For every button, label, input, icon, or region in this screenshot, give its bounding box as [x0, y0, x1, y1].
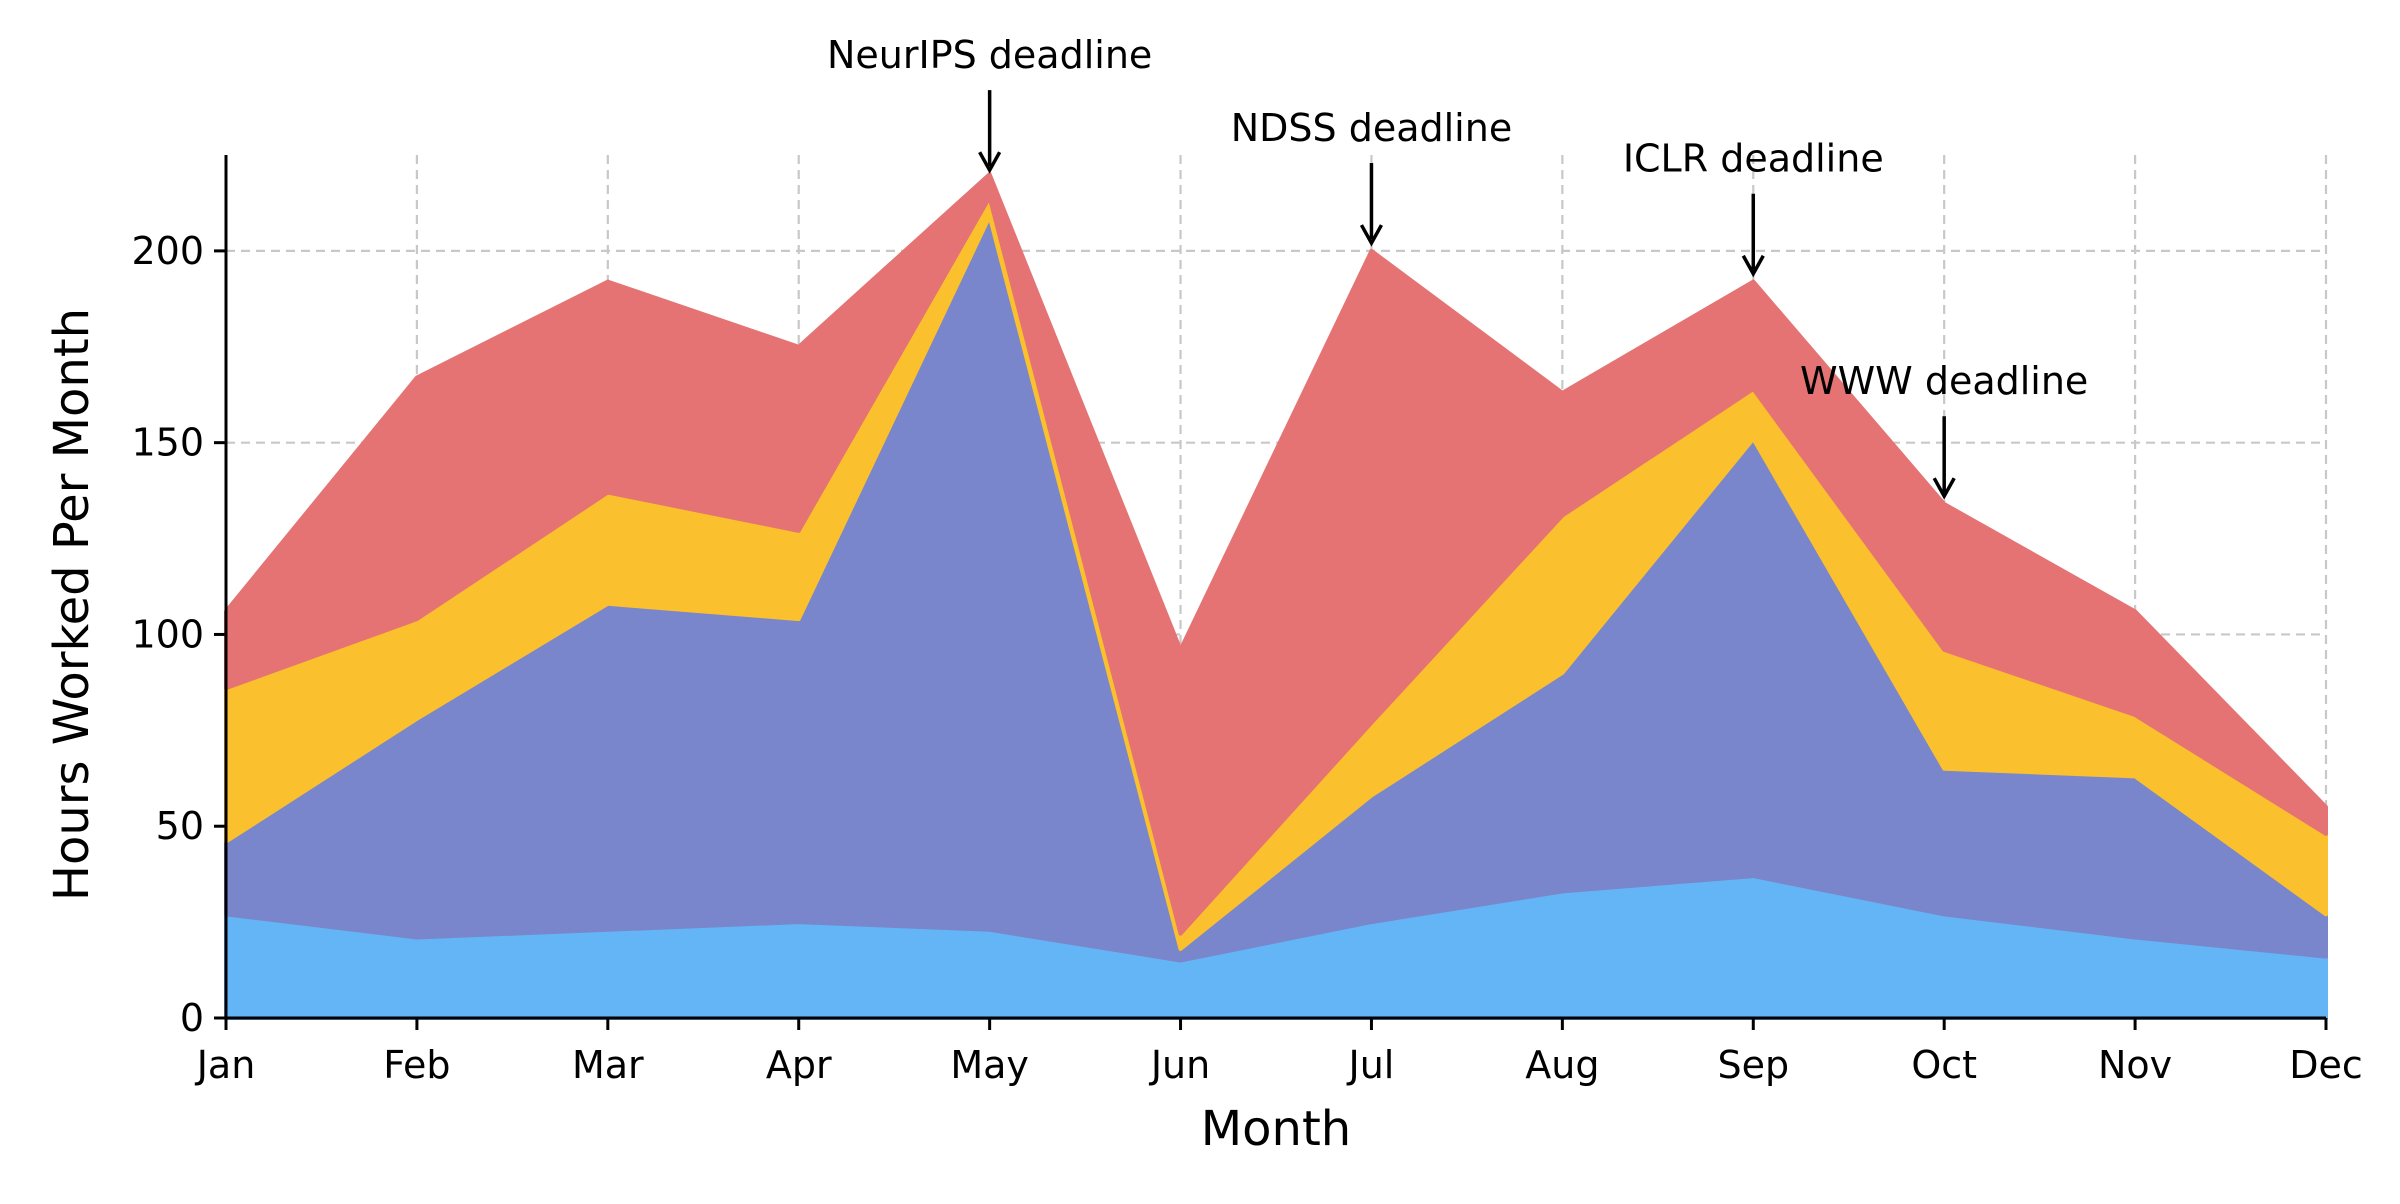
x-tick-label: Feb [383, 1043, 450, 1087]
x-tick-label: Aug [1525, 1043, 1599, 1087]
y-tick-label: 50 [156, 804, 204, 848]
area-series-4 [224, 172, 2328, 936]
annotation-arrowhead [978, 151, 1002, 174]
annotations: NeurIPS deadline NDSS deadline ICLR deadli… [827, 33, 2088, 500]
x-tick-label: Jul [1347, 1043, 1395, 1087]
y-tick-label: 0 [180, 996, 204, 1040]
y-tick-label: 200 [131, 229, 204, 273]
annotation-label: NeurIPS deadline [827, 33, 1152, 77]
annotation-arrowhead [1359, 224, 1383, 247]
x-tick-label: Sep [1717, 1043, 1789, 1087]
annotation-arrowhead [1932, 477, 1956, 500]
x-tick-label: Oct [1911, 1043, 1977, 1087]
x-tick-label: Mar [572, 1043, 644, 1087]
x-tick-label: May [950, 1043, 1029, 1087]
x-axis-title: Month [1201, 1101, 1351, 1157]
annotation-label: WWW deadline [1800, 359, 2088, 403]
y-tick-label: 150 [131, 421, 204, 465]
x-tick-label: Dec [2289, 1043, 2363, 1087]
annotation-label: NDSS deadline [1231, 106, 1513, 150]
area-series [224, 172, 2328, 1020]
annotation-label: ICLR deadline [1623, 137, 1884, 181]
x-tick-label: Jan [195, 1043, 256, 1087]
x-tick-label: Nov [2098, 1043, 2172, 1087]
x-tick-label: Jun [1149, 1043, 1210, 1087]
y-axis-title: Hours Worked Per Month [44, 308, 100, 901]
annotation-arrowhead [1741, 254, 1765, 278]
x-tick-label: Apr [766, 1043, 832, 1087]
y-tick-label: 100 [131, 612, 204, 656]
axes: 0 50 100 150 200 Jan Feb Mar Apr May Jun Jul Aug Sep O… [131, 155, 2363, 1087]
